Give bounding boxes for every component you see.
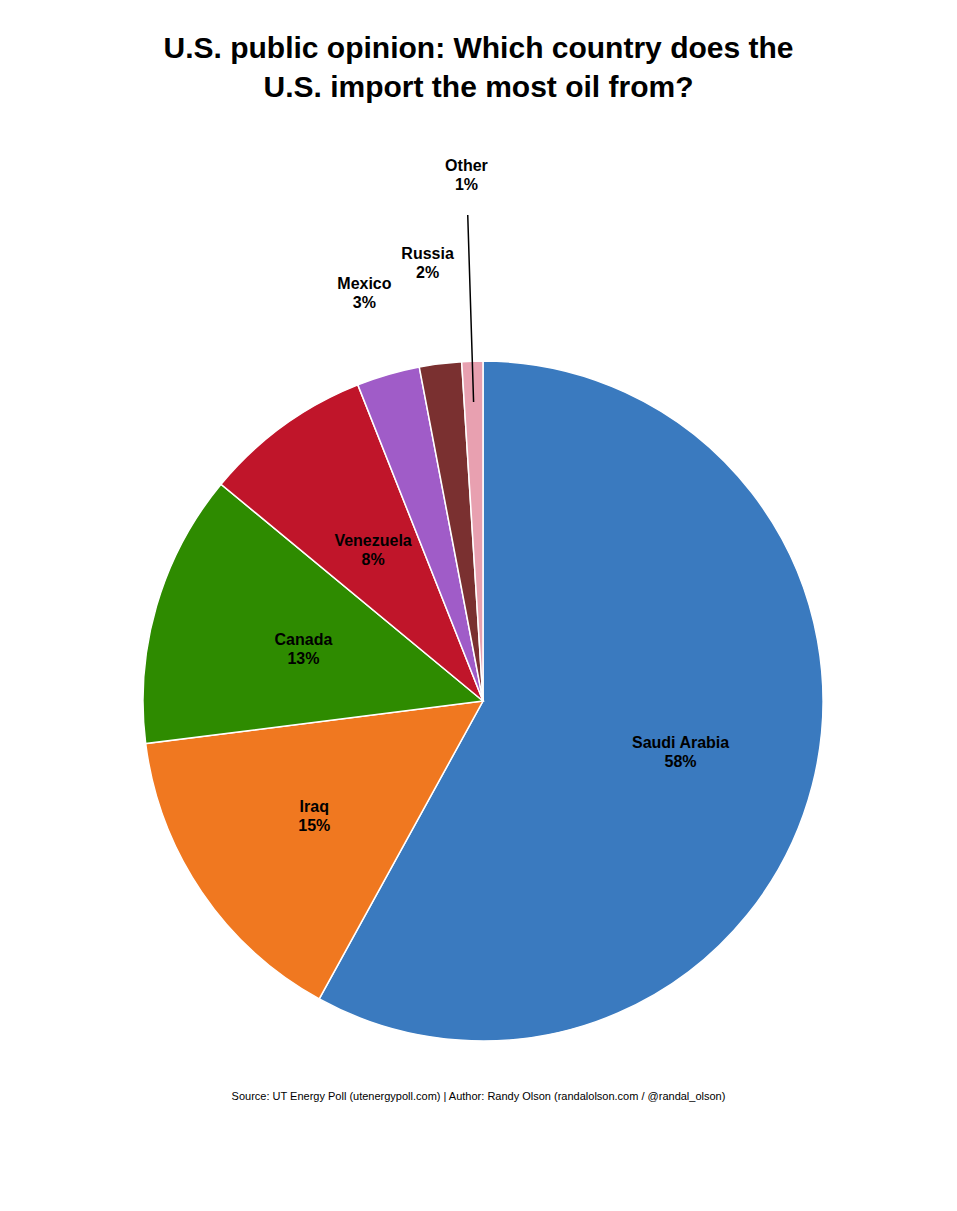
svg-text:Mexico3%: Mexico3% xyxy=(337,275,391,311)
svg-text:Iraq15%: Iraq15% xyxy=(298,798,330,834)
svg-text:Venezuela8%: Venezuela8% xyxy=(334,532,411,568)
svg-text:Other1%: Other1% xyxy=(445,156,488,192)
svg-text:Canada13%: Canada13% xyxy=(275,631,333,667)
svg-text:Russia2%: Russia2% xyxy=(401,244,454,280)
svg-text:Saudi Arabia58%: Saudi Arabia58% xyxy=(632,734,729,770)
html-text:U.S. public opinion: Which cou: U.S. public opinion: Which country does … xyxy=(163,31,794,103)
html-text:Source: UT Energy Poll (utener: Source: UT Energy Poll (utenergypoll.com… xyxy=(231,1090,726,1102)
